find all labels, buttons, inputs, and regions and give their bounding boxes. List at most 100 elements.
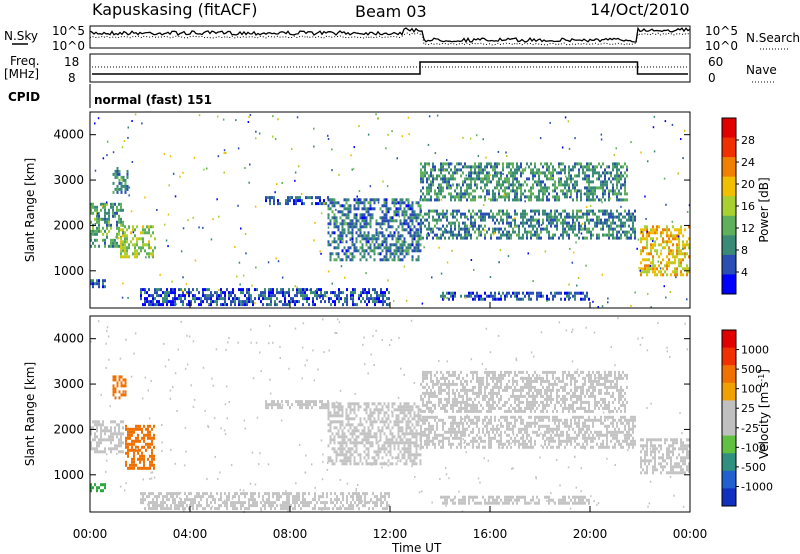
echo-cell (536, 230, 538, 234)
echo-cell (490, 370, 492, 374)
echo-cell (333, 246, 336, 250)
echo-cell (428, 391, 430, 395)
echo-cell (375, 462, 378, 466)
echo-cell (662, 267, 664, 271)
echo-cell (546, 370, 548, 374)
echo-cell (90, 429, 92, 433)
echo-cell (149, 442, 151, 446)
echo-cell (518, 180, 520, 184)
echo-cell (494, 221, 496, 225)
echo-cell (166, 297, 168, 301)
echo-cell (514, 183, 516, 187)
echo-cell (508, 162, 510, 166)
echo-cell (478, 400, 480, 404)
echo-cell (570, 373, 572, 377)
echo-cell (596, 195, 598, 199)
echo-cell (361, 219, 364, 223)
echo-cell (407, 198, 410, 202)
echo-cell (582, 291, 584, 295)
echo-cell (284, 291, 286, 295)
echo-cell (480, 177, 482, 181)
echo-cell (345, 201, 348, 205)
echo-cell (417, 432, 420, 436)
echo-cell (658, 255, 660, 259)
echo-cell (142, 228, 144, 232)
echo-cell (468, 291, 470, 295)
echo-cell (458, 394, 460, 398)
echo-cell (118, 220, 120, 224)
echo-cell (564, 165, 566, 169)
echo-cell (542, 400, 544, 404)
echo-cell (428, 177, 430, 181)
echo-cell (369, 462, 372, 466)
echo-cell (387, 219, 390, 223)
echo-cell (482, 297, 484, 301)
echo-cell (327, 414, 330, 418)
echo-cell (506, 388, 508, 392)
echo-cell (399, 438, 402, 442)
echo-cell (606, 165, 608, 169)
echo-cell (566, 230, 568, 234)
echo-cell (552, 221, 554, 225)
echo-cell (448, 183, 450, 187)
echo-cell (464, 409, 466, 413)
echo-cell (389, 243, 392, 247)
echo-cell (174, 288, 176, 292)
echo-cell (666, 225, 668, 229)
echo-cell (309, 196, 311, 200)
echo-cell (258, 132, 261, 135)
echo-cell (405, 405, 408, 409)
echo-cell (640, 228, 642, 232)
echo-cell (294, 303, 296, 307)
echo-cell (391, 243, 394, 247)
echo-cell (409, 420, 412, 424)
echo-cell (586, 294, 588, 298)
echo-cell (162, 303, 164, 307)
echo-cell (248, 181, 250, 184)
echo-cell (438, 189, 440, 193)
echo-cell (676, 246, 678, 250)
echo-cell (542, 376, 544, 380)
echo-cell (538, 403, 540, 407)
echo-cell (614, 189, 616, 193)
echo-cell (494, 215, 496, 219)
echo-cell (542, 403, 544, 407)
echo-cell (656, 252, 658, 256)
echo-cell (90, 441, 92, 445)
echo-cell (359, 222, 362, 226)
echo-cell (192, 294, 194, 298)
echo-cell (588, 192, 590, 196)
echo-cell (586, 373, 588, 377)
echo-cell (427, 143, 430, 146)
echo-cell (345, 441, 348, 445)
echo-cell (367, 438, 370, 442)
echo-cell (147, 457, 149, 461)
echo-cell (548, 385, 550, 389)
echo-cell (426, 198, 428, 202)
echo-cell (96, 229, 98, 233)
echo-cell (570, 192, 572, 196)
echo-cell (288, 294, 290, 298)
echo-cell (542, 180, 544, 184)
echo-cell (365, 225, 368, 229)
echo-cell (300, 288, 302, 292)
echo-cell (506, 174, 508, 178)
echo-cell (361, 255, 364, 259)
echo-cell (430, 183, 432, 187)
echo-cell (403, 219, 406, 223)
echo-cell (136, 225, 138, 229)
echo-cell (558, 162, 560, 166)
echo-cell (601, 305, 604, 308)
echo-cell (514, 409, 516, 413)
echo-cell (576, 189, 578, 193)
echo-cell (383, 420, 386, 424)
echo-cell (304, 288, 306, 292)
echo-cell (616, 215, 618, 219)
echo-cell (335, 456, 338, 460)
echo-cell (546, 397, 548, 401)
echo-cell (385, 213, 388, 217)
echo-cell (584, 379, 586, 383)
echo-cell (131, 442, 133, 446)
echo-cell (534, 397, 536, 401)
echo-cell (540, 171, 542, 175)
